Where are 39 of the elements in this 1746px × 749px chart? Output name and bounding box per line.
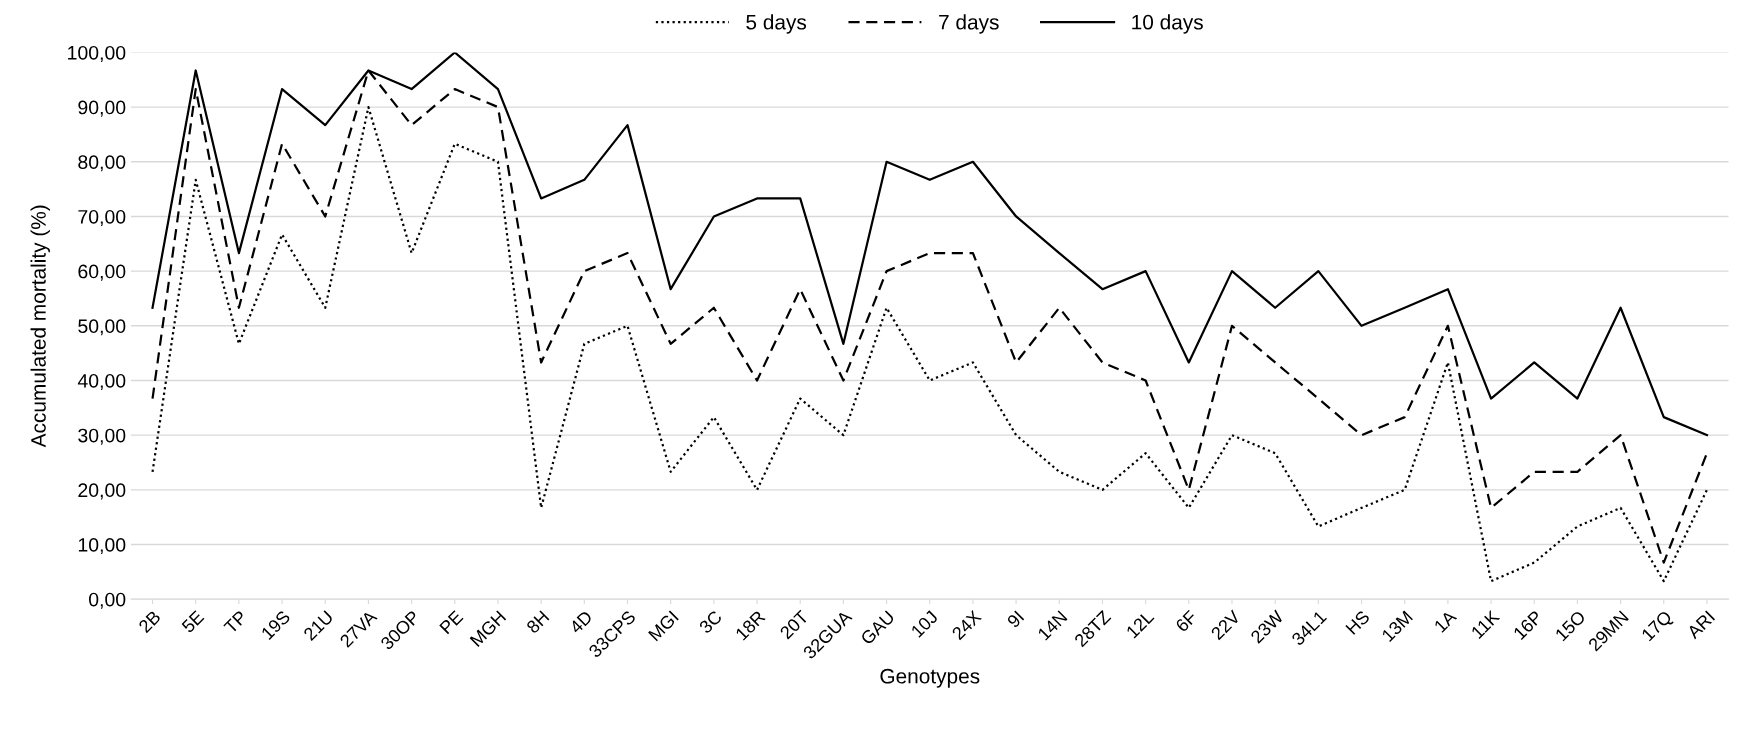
x-tick-label: 16P	[1512, 609, 1543, 641]
y-tick-label: 0,00	[89, 592, 126, 609]
legend-label: 10 days	[1132, 14, 1203, 34]
y-tick-label: 40,00	[77, 373, 126, 391]
x-tick-label: ARI	[1686, 610, 1716, 640]
x-tick-label: 24X	[951, 609, 982, 641]
x-tick-label: MGI	[647, 610, 679, 642]
x-tick-label: 15O	[1554, 609, 1587, 642]
x-tick-label: PE	[439, 609, 464, 635]
y-tick-label: 70,00	[78, 209, 126, 226]
x-tick-label: TP	[223, 610, 248, 635]
x-tick-label: 10J	[910, 610, 939, 638]
y-tick-label: 80,00	[78, 155, 126, 172]
y-tick-label: 100,00	[68, 45, 126, 62]
x-tick-label: 3C	[698, 609, 723, 635]
legend-label: 5 days	[746, 14, 807, 34]
x-tick-label: 18R	[734, 609, 766, 641]
y-tick-label: 30,00	[78, 428, 126, 445]
x-tick-label: 6F	[1174, 609, 1198, 633]
x-tick-label: HS	[1345, 609, 1371, 635]
legend-label: 7 days	[939, 14, 999, 34]
x-tick-label: 2B	[137, 609, 162, 634]
x-tick-label: 17Q	[1640, 609, 1675, 644]
x-tick-label: 19S	[260, 609, 291, 641]
x-tick-label: 12L	[1125, 609, 1155, 639]
y-tick-label: 20,00	[78, 483, 126, 500]
y-tick-label: 90,00	[78, 100, 126, 117]
y-tick-label: 60,00	[78, 264, 126, 281]
x-tick-label: 9I	[1006, 610, 1025, 629]
x-tick-label: 20T	[779, 609, 810, 640]
x-tick-label: 1A	[1433, 609, 1458, 633]
x-tick-label: 4D	[568, 610, 593, 635]
x-tick-label: 5E	[181, 609, 205, 634]
x-tick-label: 8H	[525, 610, 550, 635]
y-tick-label: 50,00	[78, 319, 126, 336]
y-axis-title: Accumulated mortality (%)	[30, 205, 50, 448]
y-tick-label: 10,00	[78, 537, 126, 555]
x-axis-title: Genotypes	[880, 668, 980, 688]
x-tick-label: 11K	[1470, 609, 1501, 639]
